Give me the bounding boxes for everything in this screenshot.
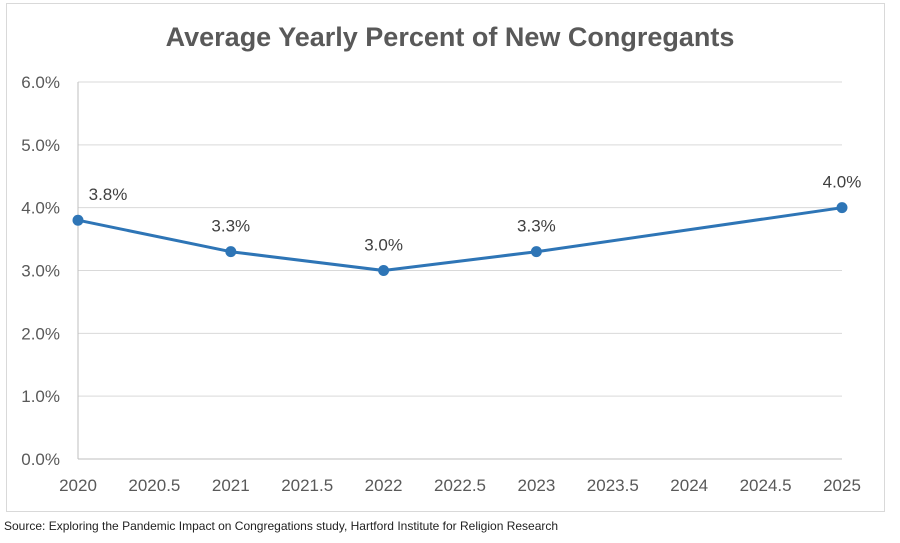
x-tick-label: 2024 (670, 476, 708, 495)
y-tick-label: 2.0% (21, 324, 60, 343)
y-tick-label: 6.0% (21, 73, 60, 92)
x-tick-label: 2022.5 (434, 476, 486, 495)
y-tick-label: 4.0% (21, 199, 60, 218)
x-tick-label: 2020.5 (128, 476, 180, 495)
y-tick-label: 1.0% (21, 387, 60, 406)
data-label: 3.3% (211, 217, 250, 236)
data-label: 3.8% (89, 185, 128, 204)
x-tick-label: 2021 (212, 476, 250, 495)
data-point (378, 265, 390, 276)
x-tick-label: 2022 (365, 476, 403, 495)
y-tick-label: 3.0% (21, 262, 60, 281)
data-label: 3.0% (364, 236, 403, 255)
x-tick-label: 2023.5 (587, 476, 639, 495)
source-note: Source: Exploring the Pandemic Impact on… (4, 519, 559, 533)
x-tick-label: 2021.5 (281, 476, 333, 495)
y-tick-label: 5.0% (21, 136, 60, 155)
x-tick-label: 2024.5 (740, 476, 792, 495)
chart-frame (6, 3, 885, 512)
series-line (77, 206, 843, 272)
data-point (225, 246, 237, 258)
x-tick-label: 2025 (823, 476, 861, 495)
y-tick-label: 0.0% (21, 450, 60, 469)
x-tick-label: 2023 (517, 476, 555, 495)
data-point (530, 246, 542, 258)
data-label: 4.0% (823, 173, 862, 192)
chart-title: Average Yearly Percent of New Congregant… (166, 22, 735, 52)
data-label: 3.3% (517, 217, 556, 236)
data-point (836, 202, 848, 214)
x-tick-label: 2020 (59, 476, 97, 495)
data-point (72, 214, 84, 226)
